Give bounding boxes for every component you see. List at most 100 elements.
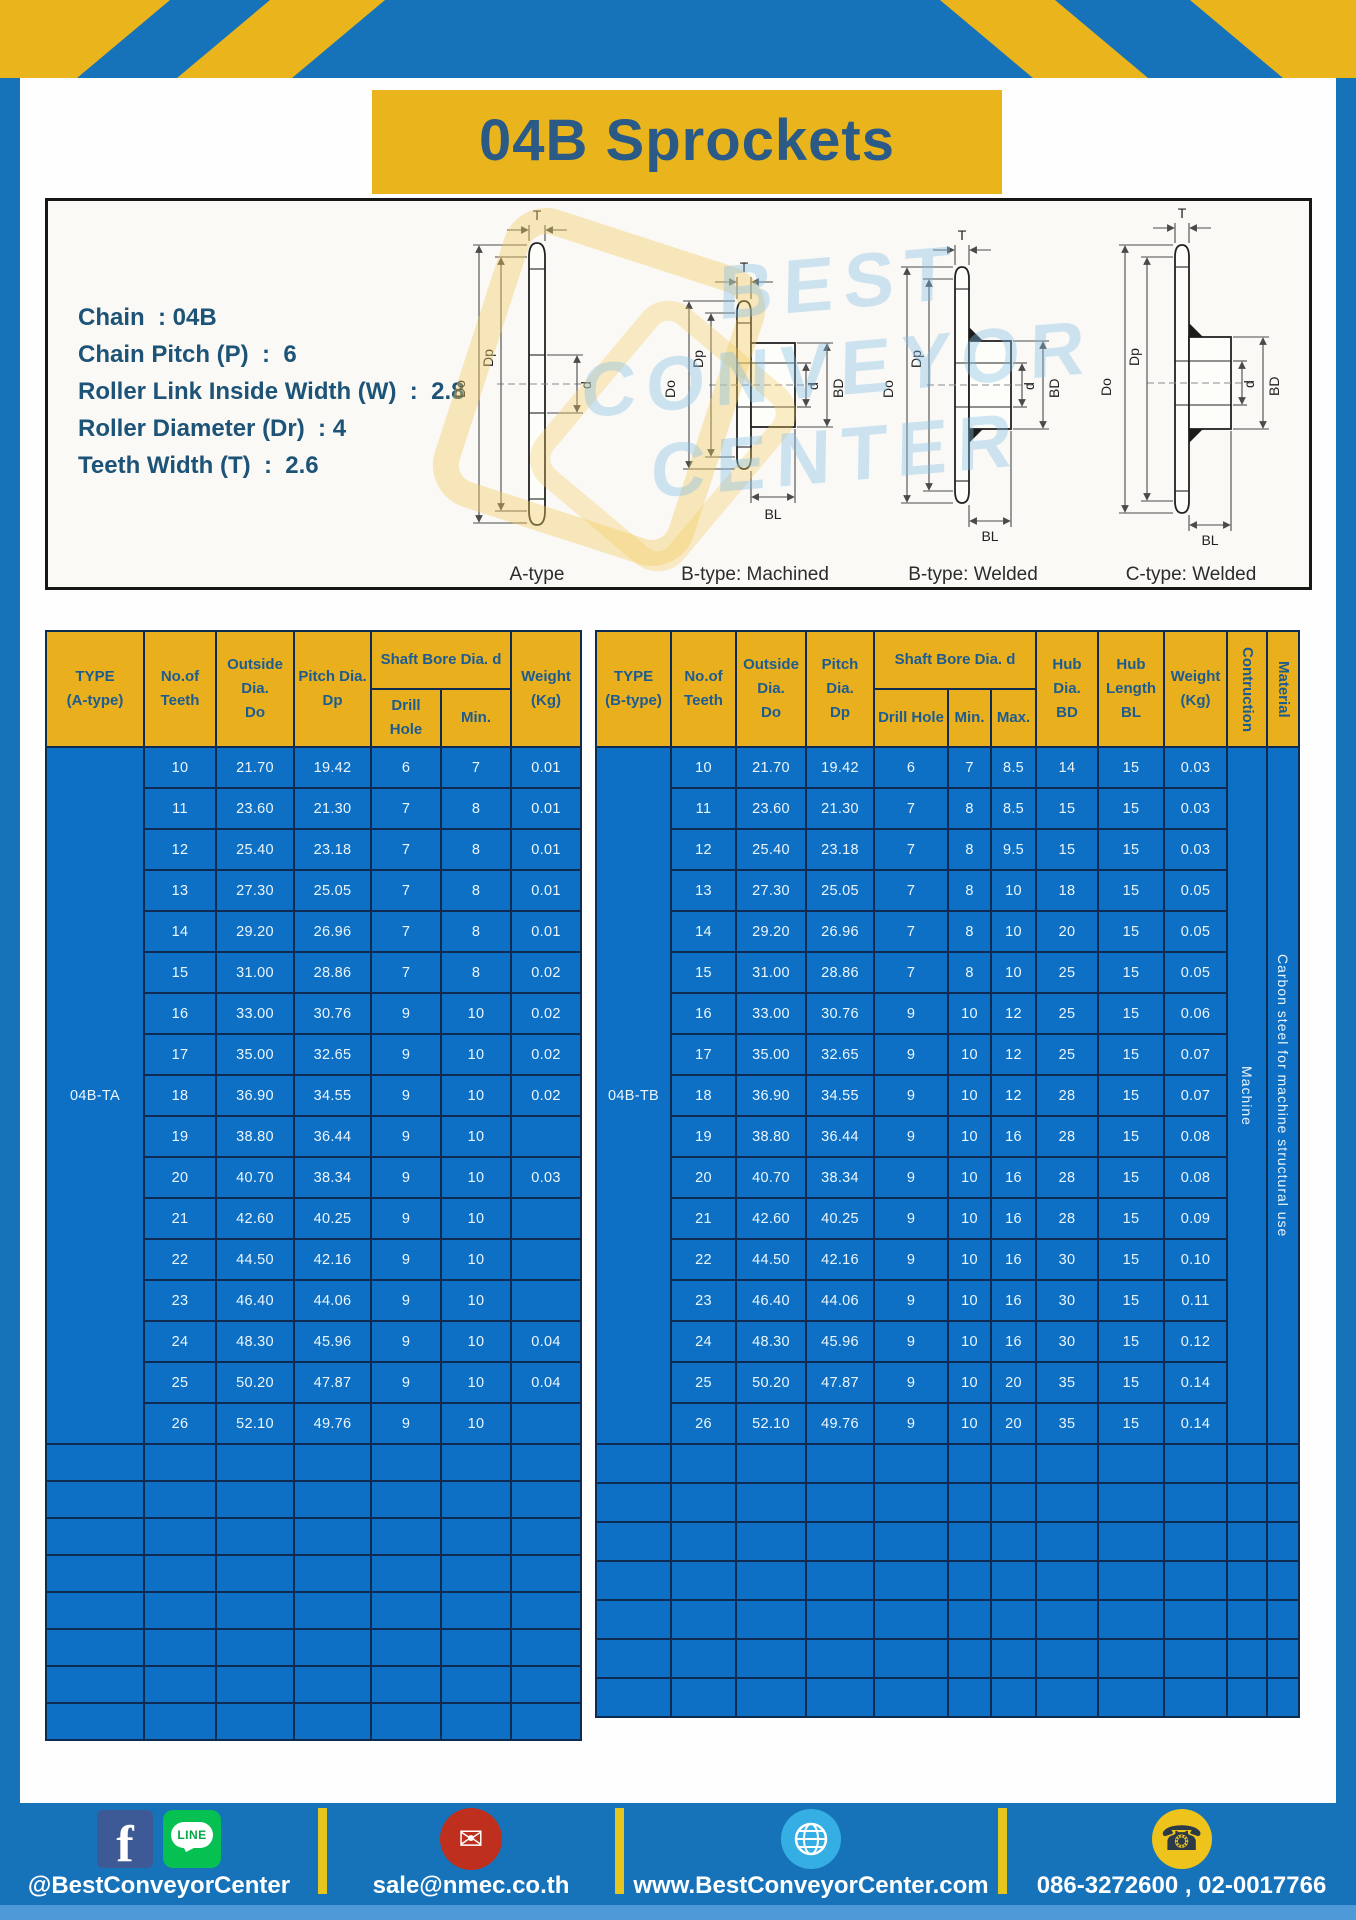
- table-cell: 9: [873, 1156, 949, 1199]
- social-handle[interactable]: @BestConveyorCenter: [27, 1872, 291, 1899]
- table-cell: 35.00: [215, 1033, 295, 1076]
- header-pitch-dia: Pitch Dia. Dp: [805, 630, 875, 748]
- table-cell: [595, 1482, 672, 1523]
- table-cell: [873, 1443, 949, 1484]
- table-cell: 0.01: [510, 746, 583, 789]
- table-cell: 0.03: [1163, 828, 1229, 871]
- footer-divider: [318, 1808, 327, 1894]
- table-cell: [989, 1482, 1038, 1523]
- table-cell: 11: [670, 787, 737, 830]
- table-cell: [215, 1480, 295, 1519]
- table-cell: 18: [1035, 869, 1100, 912]
- table-cell: 26: [670, 1402, 737, 1445]
- data-row: 04B-TB 10 21.70 19.42 6 7 8.5 14 15 0.03 Machine Ca…: [595, 746, 1301, 1445]
- table-cell: [1266, 1599, 1301, 1640]
- table-cell: 10: [947, 1156, 992, 1199]
- table-cell: [595, 1638, 672, 1679]
- table-cell: [293, 1702, 372, 1741]
- table-cell: [439, 1443, 513, 1482]
- table-cell: [873, 1599, 949, 1640]
- table-cell: 44.06: [805, 1279, 875, 1322]
- table-cell: 31.00: [215, 951, 295, 994]
- table-cell: 10: [439, 1115, 513, 1158]
- table-cell: [989, 1638, 1038, 1679]
- table-cell: [1035, 1677, 1100, 1718]
- phone-icon[interactable]: ☎: [1151, 1809, 1212, 1869]
- table-cell: [735, 1521, 807, 1562]
- table-cell: 0.02: [510, 1033, 583, 1076]
- line-icon[interactable]: LINE: [163, 1810, 221, 1868]
- table-cell: 10: [989, 951, 1038, 994]
- table-cell: 26.96: [805, 910, 875, 953]
- table-cell: 46.40: [735, 1279, 807, 1322]
- table-cell: [215, 1628, 295, 1667]
- table-cell: [1097, 1677, 1166, 1718]
- table-cell: [45, 1443, 145, 1482]
- table-cell: 0.08: [1163, 1115, 1229, 1158]
- dim-label-do: Do: [452, 380, 468, 398]
- diagram-b-type-machined: T Do Dp d BD: [651, 205, 859, 587]
- table-cell: [510, 1480, 583, 1519]
- table-cell: [143, 1554, 217, 1593]
- table-cell: 15: [1097, 1320, 1166, 1363]
- table-cell: 0.07: [1163, 1074, 1229, 1117]
- table-cell: [1097, 1560, 1166, 1601]
- data-row: 14 29.20 26.96 7 8 10 20 15 0.05: [596, 910, 1299, 953]
- table-cell: 16: [989, 1279, 1038, 1322]
- table-cell: 50.20: [215, 1361, 295, 1404]
- sprocket-drawing-a: T Do Dp d: [452, 207, 594, 526]
- table-cell: [439, 1628, 513, 1667]
- table-cell: [143, 1443, 217, 1482]
- footer-phone: ☎ 086-3272600 , 02-0017766: [1007, 1803, 1356, 1905]
- email-icon[interactable]: ✉: [440, 1808, 502, 1870]
- table-cell: 7: [873, 787, 949, 830]
- header-drill-hole: Drill Hole: [873, 688, 949, 748]
- table-cell: 49.76: [805, 1402, 875, 1445]
- globe-icon[interactable]: [781, 1809, 841, 1869]
- table-cell: 35: [1035, 1402, 1100, 1445]
- spec-line: Chain Pitch (P) : 6: [78, 341, 297, 368]
- table-cell: 8: [439, 869, 513, 912]
- table-cell: 9: [370, 1074, 442, 1117]
- empty-row: [595, 1599, 1301, 1640]
- table-cell: 20: [143, 1156, 217, 1199]
- header-min: Min.: [947, 688, 992, 748]
- table-cell: 42.60: [735, 1197, 807, 1240]
- table-cell: [370, 1517, 442, 1556]
- phone-numbers[interactable]: 086-3272600 , 02-0017766: [1036, 1872, 1327, 1899]
- data-row: 04B-TA 10 21.70 19.42 6 7 0.01: [45, 746, 583, 1445]
- header-type-a: TYPE (A-type): [45, 630, 145, 748]
- table-cell: [735, 1677, 807, 1718]
- table-cell: [805, 1521, 875, 1562]
- table-cell: 30: [1035, 1320, 1100, 1363]
- table-cell: 20: [989, 1402, 1038, 1445]
- table-cell: 9: [370, 1115, 442, 1158]
- website-url[interactable]: www.BestConveyorCenter.com: [633, 1872, 989, 1899]
- table-cell: 17: [143, 1033, 217, 1076]
- table-cell: 30: [1035, 1279, 1100, 1322]
- table-cell: 15: [1035, 787, 1100, 830]
- dim-label-do: Do: [880, 380, 896, 398]
- facebook-icon[interactable]: f: [97, 1810, 153, 1868]
- email-address[interactable]: sale@nmec.co.th: [372, 1872, 570, 1899]
- table-cell: 19.42: [293, 746, 372, 789]
- table-cell: 13: [670, 869, 737, 912]
- header-pitch-dia: Pitch Dia. Dp: [293, 630, 372, 748]
- table-cell: [510, 1702, 583, 1741]
- table-cell: 9: [873, 1074, 949, 1117]
- table-cell: 10: [439, 1033, 513, 1076]
- table-cell: [370, 1628, 442, 1667]
- table-cell: 25.40: [215, 828, 295, 871]
- diagram-a-type: T Do Dp d A-type: [433, 205, 641, 587]
- table-cell: 42.60: [215, 1197, 295, 1240]
- table-cell: [370, 1702, 442, 1741]
- table-cell: 15: [1097, 1361, 1166, 1404]
- empty-row: [595, 1482, 1301, 1523]
- table-cell: [293, 1480, 372, 1519]
- table-cell: 44.06: [293, 1279, 372, 1322]
- table-cell: [1266, 1677, 1301, 1718]
- table-cell: [1226, 1521, 1269, 1562]
- table-cell: 10: [439, 1320, 513, 1363]
- header-shaft-bore: Shaft Bore Dia. d: [369, 630, 513, 690]
- dim-label-t: T: [958, 227, 967, 243]
